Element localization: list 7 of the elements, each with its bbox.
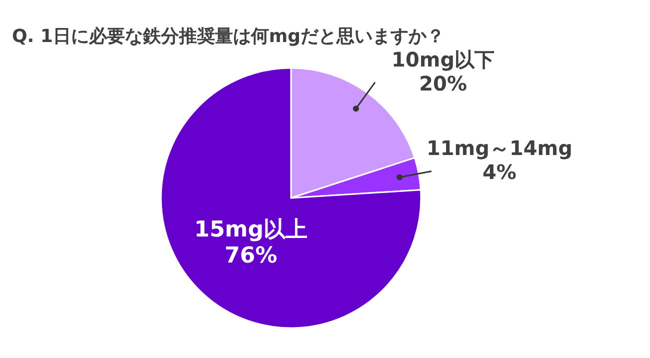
- slice-label: 11mg～14mg: [426, 136, 572, 160]
- chart-title: Q. 1日に必要な鉄分推奨量は何mgだと思いますか？: [12, 26, 445, 47]
- slice-label: 15mg以上: [194, 218, 308, 243]
- data-label: 4%: [482, 160, 516, 184]
- data-label: 20%: [419, 71, 467, 96]
- slice-label: 10mg以下: [392, 47, 495, 72]
- data-label: 76%: [224, 244, 278, 269]
